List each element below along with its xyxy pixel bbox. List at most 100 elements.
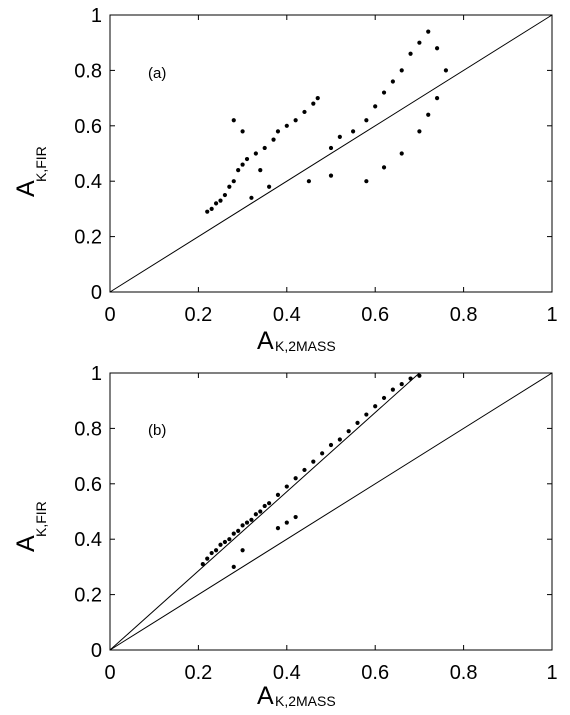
panel-b-data-point-0-36 [240,548,245,553]
panel-b-fit-line [109,372,420,651]
panel-a-data-point-0-30 [434,46,440,51]
panel-a-data-point-0-11 [262,145,267,151]
panel-a-data-point-0-38 [231,118,236,123]
panel-a-data-point-0-0 [205,209,210,214]
panel-b-data-point-0-13 [258,509,263,514]
panel-b-y-axis-label-main: A [12,535,40,552]
panel-b-data-point-0-33 [293,514,298,520]
panel-a-data-point-0-26 [399,68,404,73]
panel-b-data-point-0-24 [346,429,351,434]
panel-b-data-point-0-2 [209,550,214,556]
panel-b-data-point-0-12 [253,512,258,517]
panel-b-y-tick-label-1: 0.2 [74,585,102,607]
panel-a-y-tick-label-1: 0.2 [74,227,102,249]
panel-b-data-point-0-14 [262,503,267,509]
panel-a-y-axis-label-main: A [12,180,40,197]
panel-a-x-tick-label-4: 0.8 [450,304,478,326]
panel-a-x-axis-label-sub: K,2MASS [275,338,336,354]
panel-a-x-tick-label-3: 0.6 [361,304,389,326]
panel-a-x-tick-label-5: 1 [546,304,557,326]
panel-a-data-point-0-13 [275,129,281,134]
panel-b-data-point-0-22 [328,442,334,448]
panel-a-data-point-0-35 [417,129,422,134]
panel-a-data-point-0-23 [373,104,378,109]
panel-a-data-point-0-27 [408,51,413,56]
panel-b-data-point-0-27 [373,404,378,409]
panel-a-data-point-0-5 [227,184,232,189]
panel-a-y-tick-label-4: 0.8 [74,60,102,82]
panel-a-data-point-0-18 [315,96,320,101]
panel-b-data-point-0-34 [284,520,289,525]
panel-a-data-point-0-19 [328,145,334,151]
panel-b-data-point-0-1 [205,556,210,561]
panel-b-data-point-0-8 [236,528,241,533]
panel-b-x-tick-label-1: 0.2 [184,662,212,684]
panel-b-data-point-0-17 [284,484,289,489]
panel-b-x-axis-label: A K,2MASS [257,682,336,710]
panel-a-x-axis-label-main: A [257,327,274,355]
panel-b-data-point-0-31 [408,376,413,381]
panel-a-x-tick-label-2: 0.4 [273,304,301,326]
panel-b-x-tick-label-0: 0 [104,662,115,684]
panel-a-data-point-0-15 [293,118,298,123]
panel-b-data-point-0-3 [213,548,219,553]
panel-b-x-axis-label-sub: K,2MASS [275,693,336,709]
panel-b-data-point-0-10 [244,520,250,525]
panel-a-data-point-0-10 [253,151,258,156]
panel-b-data-point-0-35 [275,526,281,531]
panel-a-data-point-0-17 [311,101,316,106]
panel-a-data-point-0-12 [271,137,276,142]
panel-a-data-point-0-21 [351,129,356,134]
panel-a-data-point-0-7 [236,168,241,173]
panel-b-y-tick-label-0: 0 [91,640,102,662]
panel-a-data-point-0-41 [328,173,334,178]
panel-b-y-axis-label-sub: K,FIR [33,501,49,537]
panel-a-data-point-0-29 [426,29,431,34]
panel-b-y-tick-label-3: 0.6 [74,474,102,496]
panel-b-data-point-0-15 [267,501,272,506]
panel-a-data-point-0-24 [381,90,387,95]
panel-a-data-point-0-1 [209,206,214,211]
panel-b-data-point-0-11 [249,517,254,522]
panel-b-data-point-0-4 [218,542,223,547]
panel-b-x-tick-label-4: 0.8 [450,662,478,684]
panel-b-y-tick-label-4: 0.8 [74,418,102,440]
panel-a: (a) A K,FIR A K,2MASS 0 0.2 0.4 0.6 0.8 1 0 0.2… [12,5,558,355]
panel-b-y-tick-label-2: 0.4 [74,529,102,551]
panel-b-data-point-0-29 [390,387,395,392]
panel-a-data-point-0-37 [434,96,440,101]
panel-a-data-point-0-4 [222,192,228,198]
panel-b-y-tick-label-5: 1 [91,363,102,385]
panel-a-data-point-0-20 [337,134,342,139]
panel-b-data-point-0-16 [275,492,281,497]
panel-a-data-point-0-43 [249,195,254,200]
panel-a-y-tick-label-3: 0.6 [74,116,102,138]
panel-b-data-point-0-20 [311,459,316,464]
panel-b-data-point-0-37 [231,564,236,570]
panel-b-plot-frame [109,372,553,651]
panel-b-x-tick-label-2: 0.4 [273,662,301,684]
panel-a-label: (a) [148,65,166,82]
panel-b-x-axis-label-main: A [257,682,274,710]
panel-a-data-point-0-39 [240,129,245,134]
panel-a-y-axis-label: A K,FIR [12,146,49,197]
panel-a-data-point-0-3 [218,198,223,203]
panel-a-data-point-0-32 [364,179,369,184]
panel-a-data-point-0-33 [381,165,387,170]
panel-a-data-point-0-42 [267,184,272,189]
panel-b-data-point-0-7 [231,531,236,536]
panel-a-y-tick-label-0: 0 [91,282,102,304]
panel-a-data-point-0-8 [240,162,245,167]
panel-a-y-tick-label-5: 1 [91,5,102,27]
panel-a-x-tick-label-1: 0.2 [184,304,212,326]
panel-a-data-point-0-14 [284,123,289,128]
panel-b-data-point-0-5 [222,539,228,545]
panel-b-data-point-0-32 [417,373,422,378]
panel-b-y-axis-label: A K,FIR [12,501,49,552]
panel-b-data-point-0-18 [293,476,298,481]
panel-a-data-point-0-34 [399,151,404,156]
panel-b-data-point-0-21 [320,451,325,456]
panel-a-data-point-0-9 [244,156,250,162]
panel-b: (b) A K,FIR A K,2MASS 0 0.2 0.4 0.6 0.8 1 0 0.2… [12,363,558,710]
panel-a-data-point-0-36 [426,112,431,117]
